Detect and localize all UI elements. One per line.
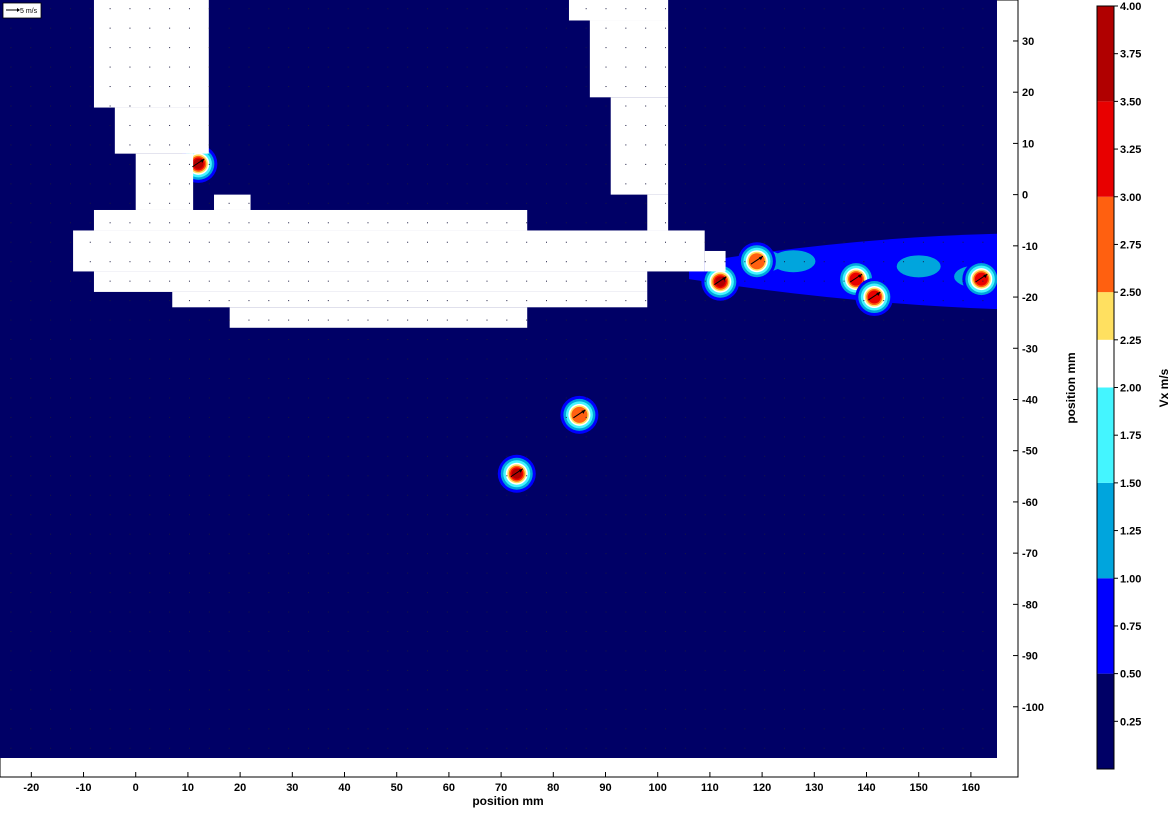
- plot-area: [0, 0, 997, 758]
- masked-region: [93, 209, 528, 231]
- masked-region: [93, 271, 648, 292]
- y-tick-label: 20: [1022, 87, 1034, 99]
- colorbar-tick-label: 3.25: [1120, 144, 1141, 156]
- masked-region: [568, 0, 669, 21]
- masked-region: [610, 97, 669, 195]
- masked-region: [93, 0, 209, 108]
- colorbar-tick-label: 2.25: [1120, 335, 1141, 347]
- colorbar-label: Vx m/s: [1157, 368, 1171, 407]
- colorbar-segment: [1097, 578, 1114, 674]
- y-tick-label: -60: [1022, 497, 1038, 509]
- x-tick-label: 0: [133, 782, 139, 794]
- x-tick-label: 160: [962, 782, 980, 794]
- colorbar-tick-label: 1.75: [1120, 430, 1141, 442]
- y-tick-label: -100: [1022, 702, 1044, 714]
- y-tick-label: -30: [1022, 343, 1038, 355]
- y-tick-label: -90: [1022, 651, 1038, 663]
- colorbar-tick-label: 1.25: [1120, 526, 1141, 538]
- masked-region: [589, 20, 669, 98]
- x-tick-label: 130: [805, 782, 823, 794]
- x-tick-label: 100: [649, 782, 667, 794]
- colorbar-segment: [1097, 196, 1114, 293]
- x-tick-label: -20: [23, 782, 39, 794]
- colorbar-tick-label: 1.50: [1120, 478, 1141, 490]
- reference-vector-legend: 5 m/s: [2, 2, 42, 19]
- y-axis-label: position mm: [1064, 352, 1078, 423]
- colorbar-segment: [1097, 101, 1114, 197]
- vector-field: [10, 8, 988, 749]
- velocity-hotspot: [737, 242, 776, 281]
- y-tick-label: -80: [1022, 599, 1038, 611]
- velocity-hotspot: [962, 260, 997, 299]
- colorbar-segment: [1097, 292, 1114, 340]
- y-tick-label: 10: [1022, 138, 1034, 150]
- x-tick-label: 90: [599, 782, 611, 794]
- masked-region: [647, 194, 669, 231]
- masked-region: [704, 250, 726, 272]
- masked-region: [114, 107, 209, 154]
- x-tick-label: 120: [753, 782, 771, 794]
- x-tick-label: -10: [76, 782, 92, 794]
- colorbar-tick-label: 2.00: [1120, 383, 1141, 395]
- y-tick-label: -10: [1022, 241, 1038, 253]
- colorbar-tick-label: 0.25: [1120, 716, 1141, 728]
- colorbar-segment: [1097, 339, 1114, 388]
- masked-region: [214, 194, 251, 210]
- x-tick-label: 110: [701, 782, 719, 794]
- x-tick-label: 80: [547, 782, 559, 794]
- y-tick-label: -40: [1022, 394, 1038, 406]
- velocity-patch: [896, 255, 941, 278]
- x-tick-label: 40: [338, 782, 350, 794]
- y-tick-label: -50: [1022, 446, 1038, 458]
- colorbar-tick-label: 0.50: [1120, 669, 1141, 681]
- velocity-hotspot: [701, 262, 740, 301]
- colorbar-segment: [1097, 673, 1114, 769]
- velocity-hotspot: [560, 395, 599, 434]
- y-tick-label: -20: [1022, 292, 1038, 304]
- x-tick-label: 20: [234, 782, 246, 794]
- masked-region: [135, 153, 194, 210]
- velocity-patch: [771, 250, 816, 273]
- masked-region: [172, 291, 648, 308]
- masked-region: [229, 307, 528, 328]
- y-tick-label: 0: [1022, 190, 1028, 202]
- axes: -20 -10 0 10 20 30 40 50 60 70 80 90 100 110 120 130 140…: [0, 0, 1044, 794]
- colorbar-tick-label: 0.75: [1120, 621, 1141, 633]
- x-tick-label: 50: [391, 782, 403, 794]
- colorbar: 0.25 0.50 0.75 1.00 1.25 1.50 1.75 2.00 2.25 2.50…: [1096, 1, 1141, 770]
- colorbar-tick-label: 3.75: [1120, 49, 1141, 61]
- velocity-hotspot: [497, 454, 536, 493]
- x-tick-label: 10: [182, 782, 194, 794]
- x-tick-label: 60: [443, 782, 455, 794]
- colorbar-segment: [1097, 387, 1114, 483]
- masked-region: [73, 230, 705, 272]
- x-tick-label: 70: [495, 782, 507, 794]
- colorbar-tick-label: 1.00: [1120, 573, 1141, 585]
- reference-vector-label: 5 m/s: [20, 8, 38, 15]
- colorbar-tick-label: 3.50: [1120, 96, 1141, 108]
- x-axis-label: position mm: [472, 794, 543, 808]
- colorbar-segment: [1097, 6, 1114, 102]
- colorbar-tick-label: 3.00: [1120, 192, 1141, 204]
- colorbar-segment: [1097, 482, 1114, 579]
- x-tick-label: 30: [286, 782, 298, 794]
- colorbar-tick-label: 2.50: [1120, 287, 1141, 299]
- colorbar-tick-label: 4.00: [1120, 1, 1141, 13]
- x-tick-label: 140: [857, 782, 875, 794]
- y-tick-label: 30: [1022, 36, 1034, 48]
- x-tick-label: 150: [910, 782, 928, 794]
- colorbar-tick-label: 2.75: [1120, 239, 1141, 251]
- y-tick-label: -70: [1022, 548, 1038, 560]
- velocity-hotspot: [855, 278, 894, 317]
